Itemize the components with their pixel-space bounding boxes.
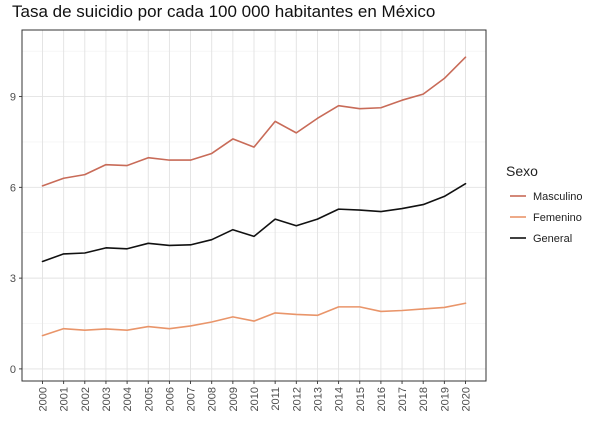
x-tick-label: 2013 xyxy=(312,387,324,411)
x-tick-label: 2009 xyxy=(228,387,240,411)
y-tick-label: 3 xyxy=(10,273,16,285)
x-tick-label: 2011 xyxy=(270,387,282,411)
chart-legend: Sexo Masculino Femenino General xyxy=(506,163,583,245)
y-tick-label: 9 xyxy=(10,92,16,104)
legend-title: Sexo xyxy=(506,163,538,179)
x-tick-label: 2004 xyxy=(122,387,134,411)
x-tick-label: 2007 xyxy=(186,387,198,411)
x-tick-label: 2012 xyxy=(291,387,303,411)
x-tick-label: 2002 xyxy=(80,387,92,411)
x-tick-label: 2015 xyxy=(355,387,367,411)
x-tick-label: 2005 xyxy=(143,387,155,411)
legend-label-general: General xyxy=(533,233,572,245)
plot-border xyxy=(21,29,487,382)
x-tick-label: 2003 xyxy=(101,387,113,411)
series-line-femenino xyxy=(41,302,467,337)
series-line-general xyxy=(41,182,467,263)
chart-title: Tasa de suicidio por cada 100 000 habita… xyxy=(12,2,436,21)
legend-label-femenino: Femenino xyxy=(533,212,582,224)
series-line-masculino xyxy=(41,56,467,187)
y-tick-label: 0 xyxy=(10,364,16,376)
legend-label-masculino: Masculino xyxy=(533,191,583,203)
x-tick-label: 2001 xyxy=(59,387,71,411)
y-tick-label: 6 xyxy=(10,182,16,194)
x-tick-label: 2017 xyxy=(397,387,409,411)
x-tick-label: 2008 xyxy=(207,387,219,411)
x-tick-label: 2014 xyxy=(334,387,346,411)
x-tick-label: 2018 xyxy=(418,387,430,411)
x-tick-label: 2019 xyxy=(439,387,451,411)
x-tick-label: 2020 xyxy=(461,387,473,411)
x-tick-label: 2010 xyxy=(249,387,261,411)
x-tick-label: 2016 xyxy=(376,387,388,411)
x-tick-label: 2000 xyxy=(38,387,50,411)
x-tick-label: 2006 xyxy=(164,387,176,411)
